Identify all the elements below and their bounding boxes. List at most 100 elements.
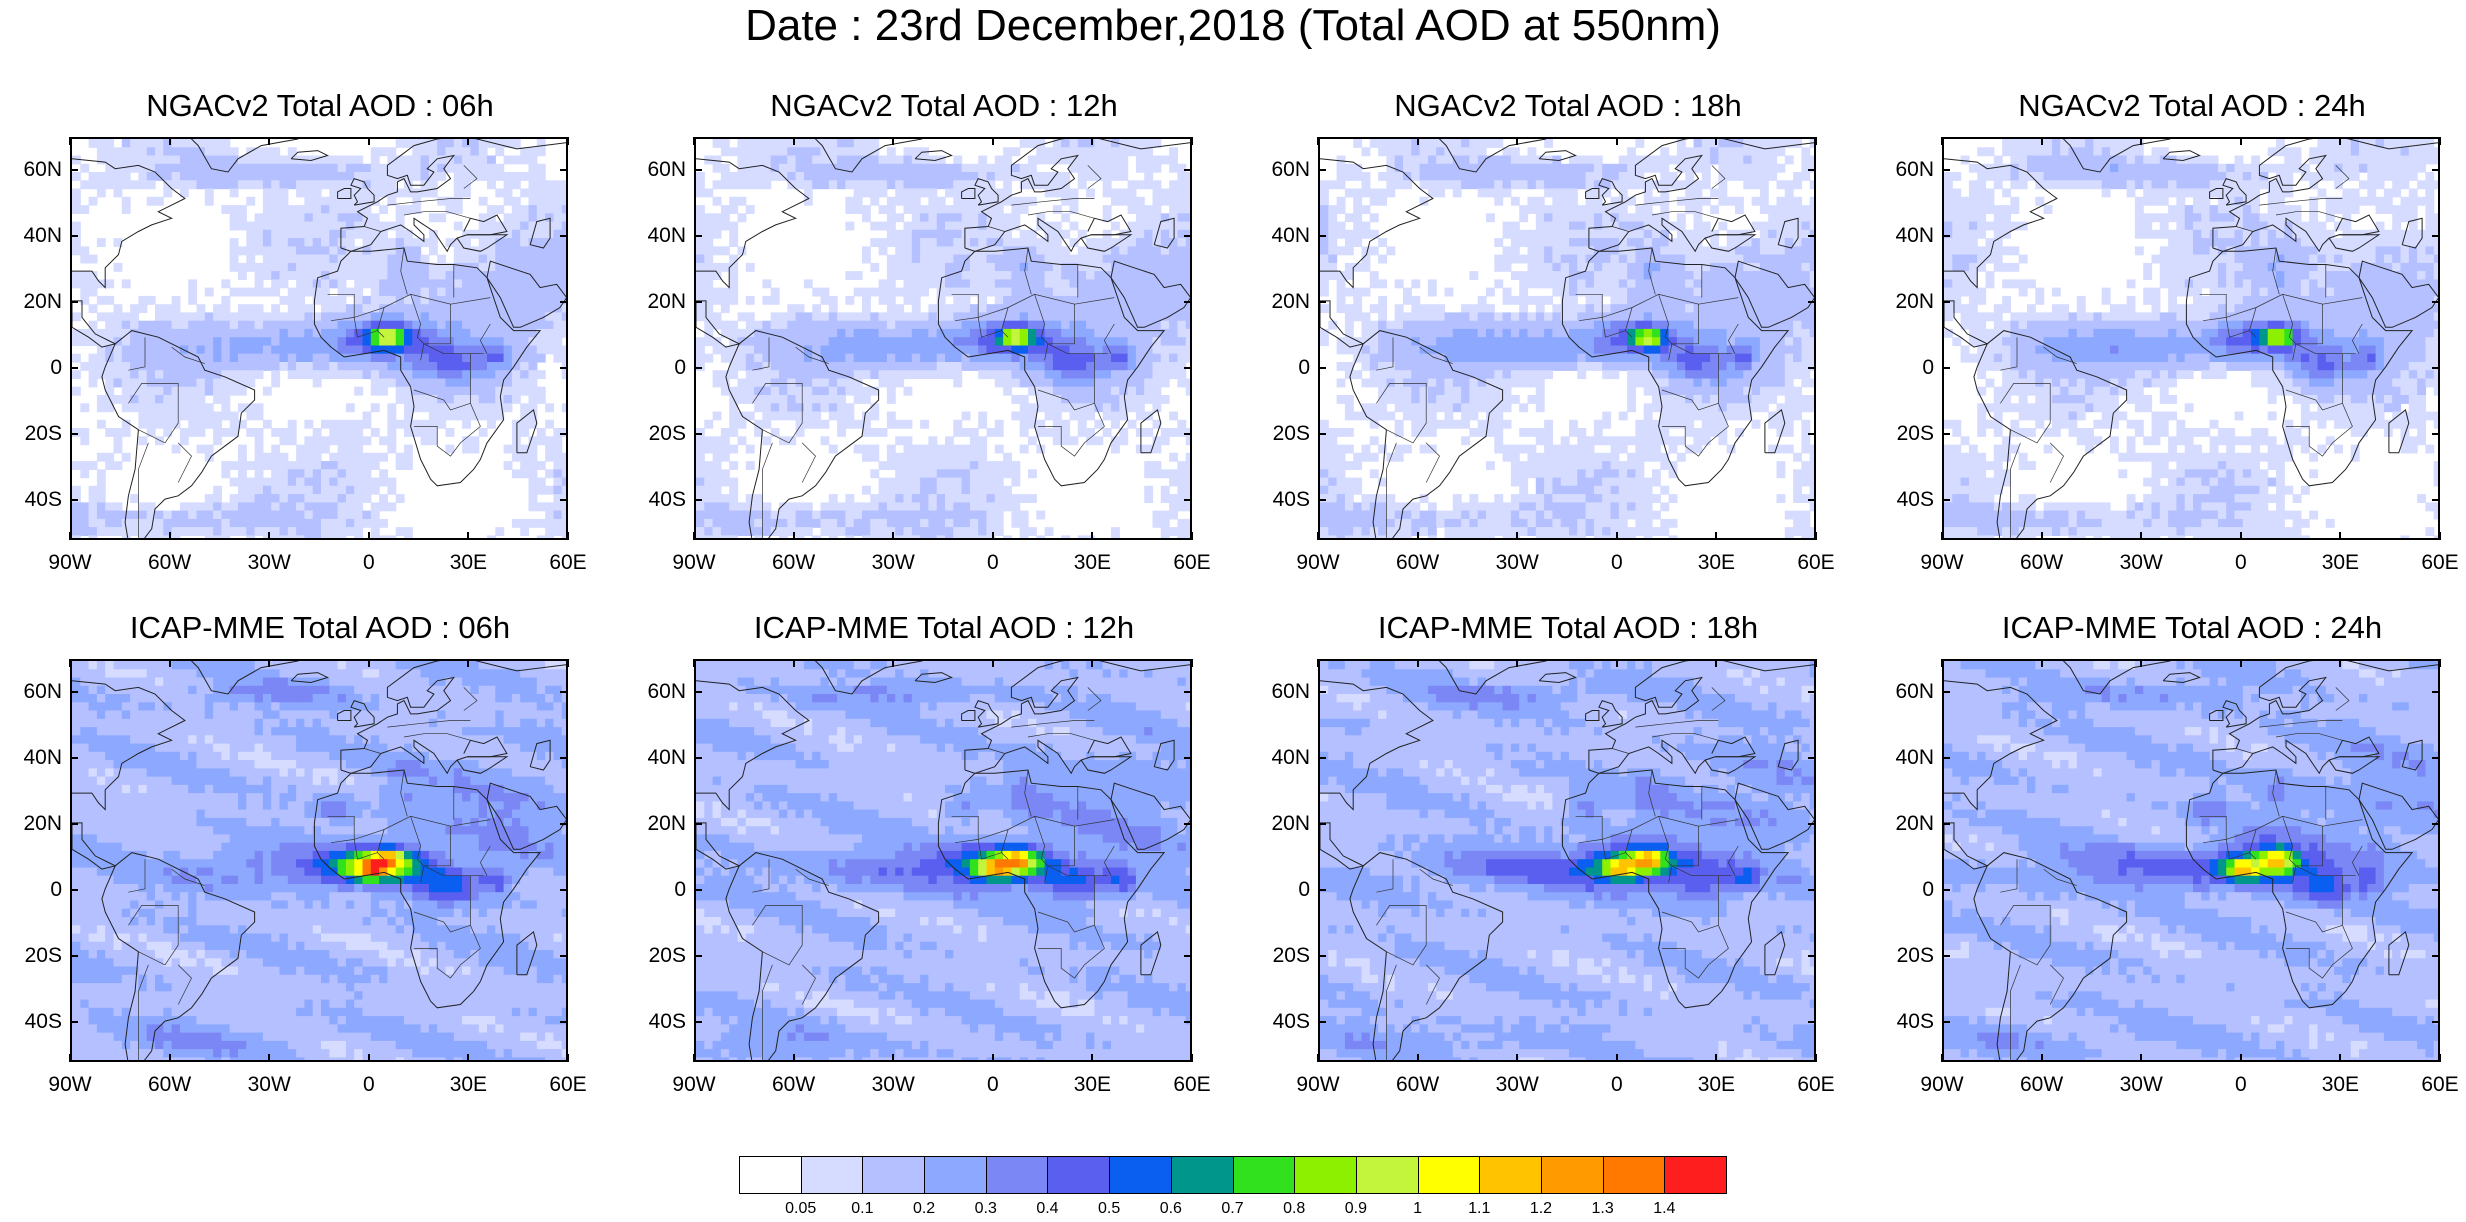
aod-cell: [204, 510, 214, 520]
aod-cell: [754, 147, 763, 157]
aod-cell: [712, 535, 722, 538]
aod-cell: [745, 395, 755, 404]
aod-cell: [1152, 353, 1162, 363]
aod-cell: [420, 304, 430, 314]
aod-cell: [945, 304, 954, 314]
aod-cell: [404, 345, 413, 355]
aod-cell: [1436, 147, 1446, 157]
aod-cell: [88, 502, 98, 512]
aod-cell: [312, 295, 322, 305]
aod-cell: [1527, 172, 1537, 181]
aod-cell: [121, 196, 131, 206]
aod-cell: [911, 254, 921, 264]
aod-cell: [1411, 163, 1421, 173]
aod-cell: [470, 320, 480, 330]
aod-cell: [1735, 163, 1744, 173]
aod-cell: [1086, 155, 1095, 165]
aod-cell: [895, 320, 905, 330]
aod-cell: [920, 485, 929, 495]
aod-cell: [321, 469, 330, 479]
aod-cell: [1102, 362, 1112, 371]
aod-cell: [1652, 271, 1661, 280]
aod-cell: [1552, 271, 1562, 280]
aod-cell: [1094, 328, 1104, 338]
aod-cell: [696, 510, 705, 520]
aod-cell: [1077, 254, 1087, 264]
aod-cell: [853, 163, 863, 173]
aod-cell: [395, 155, 405, 165]
aod-cell: [1119, 155, 1129, 165]
aod-cell: [254, 469, 264, 479]
aod-cell: [986, 271, 996, 280]
aod-cell: [1593, 205, 1603, 214]
aod-cell: [1019, 395, 1029, 404]
aod-cell: [561, 527, 566, 536]
longitude-tick: [467, 532, 470, 540]
aod-cell: [238, 337, 247, 347]
aod-cell: [1036, 295, 1046, 305]
longitude-tick: [168, 137, 171, 145]
aod-cell: [878, 180, 888, 190]
aod-cell: [920, 271, 929, 280]
aod-cell: [1052, 304, 1062, 314]
aod-cell: [754, 155, 763, 165]
aod-cell: [745, 163, 755, 173]
aod-cell: [420, 353, 430, 363]
aod-cell: [1144, 362, 1154, 371]
aod-cell: [1676, 163, 1686, 173]
aod-cell: [1185, 378, 1190, 388]
aod-cell: [1660, 221, 1670, 231]
aod-cell: [1386, 139, 1396, 148]
aod-cell: [528, 196, 538, 206]
aod-cell: [1627, 180, 1636, 190]
aod-cell: [712, 378, 722, 388]
aod-cell: [121, 419, 131, 429]
aod-cell: [1353, 188, 1363, 198]
aod-cell: [511, 180, 521, 190]
aod-cell: [387, 246, 397, 256]
aod-cell: [345, 436, 355, 446]
aod-cell: [553, 469, 563, 479]
aod-cell: [754, 419, 763, 429]
aod-cell: [379, 246, 388, 256]
aod-cell: [337, 163, 347, 173]
aod-cell: [113, 147, 123, 157]
aod-cell: [536, 188, 546, 198]
aod-cell: [1743, 279, 1753, 289]
aod-cell: [188, 419, 198, 429]
aod-cell: [163, 362, 173, 371]
aod-cell: [453, 271, 463, 280]
aod-cell: [969, 163, 979, 173]
aod-cell: [1477, 180, 1487, 190]
aod-cell: [553, 213, 563, 223]
aod-cell: [287, 312, 297, 322]
aod-cell: [196, 378, 206, 388]
aod-cell: [737, 378, 747, 388]
aod-cell: [1160, 254, 1170, 264]
aod-cell: [80, 362, 90, 371]
aod-cell: [1527, 262, 1537, 272]
aod-cell: [146, 295, 156, 305]
aod-cell: [271, 180, 281, 190]
aod-cell: [878, 238, 888, 247]
country-border: [988, 226, 1005, 232]
aod-cell: [72, 196, 81, 206]
aod-cell: [994, 155, 1004, 165]
aod-cell: [770, 320, 780, 330]
aod-cell: [754, 403, 763, 413]
aod-cell: [462, 254, 471, 264]
aod-cell: [862, 147, 871, 157]
aod-cell: [296, 518, 305, 528]
aod-cell: [1809, 221, 1814, 231]
aod-cell: [1751, 147, 1761, 157]
aod-cell: [345, 262, 355, 272]
aod-cell: [271, 444, 281, 454]
aod-cell: [1102, 428, 1112, 437]
aod-cell: [155, 378, 164, 388]
aod-cell: [312, 254, 322, 264]
aod-cell: [828, 518, 838, 528]
aod-cell: [146, 510, 156, 520]
aod-cell: [520, 254, 530, 264]
aod-cell: [978, 535, 988, 538]
aod-cell: [1660, 147, 1670, 157]
